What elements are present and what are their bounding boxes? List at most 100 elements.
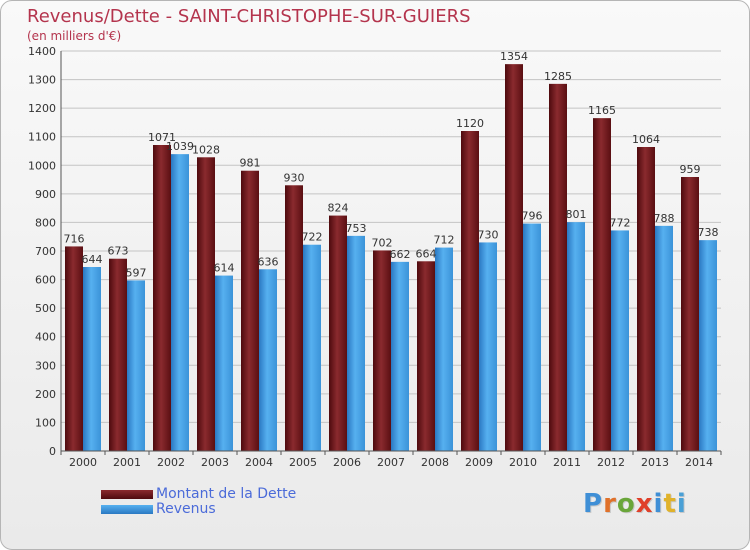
x-tick-label: 2000 — [69, 456, 97, 469]
x-tick-label: 2011 — [553, 456, 581, 469]
bar-dette — [681, 177, 699, 451]
logo-letter: x — [635, 489, 654, 519]
x-tick-label: 2012 — [597, 456, 625, 469]
bar-revenus — [391, 261, 409, 451]
data-label: 824 — [328, 202, 349, 215]
x-tick-label: 2010 — [509, 456, 537, 469]
chart-subtitle: (en milliers d'€) — [27, 29, 122, 43]
bar-dette — [417, 261, 435, 451]
data-label: 644 — [82, 253, 103, 266]
bar-dette — [241, 170, 259, 451]
data-label: 1071 — [148, 131, 176, 144]
proxiti-logo: Proxiti — [583, 489, 687, 519]
data-label: 664 — [416, 247, 437, 260]
bar-dette — [153, 145, 171, 451]
y-tick-label: 100 — [35, 416, 56, 429]
y-tick-label: 1300 — [28, 74, 56, 87]
x-tick-label: 2006 — [333, 456, 361, 469]
bar-revenus — [83, 267, 101, 451]
legend-swatch-revenus — [101, 505, 153, 514]
data-label: 597 — [126, 266, 147, 279]
data-label: 753 — [346, 222, 367, 235]
bar-revenus — [347, 235, 365, 451]
x-tick-label: 2002 — [157, 456, 185, 469]
legend-swatch-dette — [101, 490, 153, 499]
data-label: 1165 — [588, 104, 616, 117]
bar-dette — [549, 83, 567, 451]
axis-layer: 0 100 200 300 400 500 600 700 800 900 1000 1100 1200… — [28, 45, 722, 469]
y-tick-label: 300 — [35, 359, 56, 372]
bars-layer — [65, 64, 717, 452]
data-label: 716 — [64, 232, 85, 245]
legend-label-revenus: Revenus — [156, 501, 216, 517]
y-tick-label: 1000 — [28, 159, 56, 172]
y-tick-label: 700 — [35, 245, 56, 258]
data-label: 730 — [478, 228, 499, 241]
y-tick-label: 900 — [35, 188, 56, 201]
logo-letter: P — [583, 489, 604, 519]
x-tick-label: 2007 — [377, 456, 405, 469]
bar-revenus — [303, 244, 321, 451]
bar-dette — [329, 215, 347, 451]
x-tick-label: 2014 — [685, 456, 713, 469]
data-label: 1285 — [544, 70, 572, 83]
x-tick-label: 2009 — [465, 456, 493, 469]
bar-dette — [373, 250, 391, 451]
bar-revenus — [699, 240, 717, 451]
bar-revenus — [523, 223, 541, 451]
data-label: 712 — [434, 234, 455, 247]
y-tick-label: 0 — [49, 445, 56, 458]
data-label: 1354 — [500, 50, 528, 63]
data-label: 796 — [522, 210, 543, 223]
bar-dette — [285, 185, 303, 452]
data-label: 959 — [680, 163, 701, 176]
bar-revenus — [259, 269, 277, 451]
bar-revenus — [567, 222, 585, 451]
y-tick-label: 500 — [35, 302, 56, 315]
data-label: 801 — [566, 208, 587, 221]
logo-letter: o — [616, 489, 636, 519]
x-tick-label: 2001 — [113, 456, 141, 469]
bar-revenus — [171, 154, 189, 451]
bar-dette — [65, 246, 83, 451]
data-label: 930 — [284, 171, 305, 184]
chart-title: Revenus/Dette - SAINT-CHRISTOPHE-SUR-GUI… — [27, 6, 471, 27]
logo-letter: i — [653, 489, 664, 519]
x-tick-label: 2004 — [245, 456, 273, 469]
bar-dette — [109, 258, 127, 451]
logo-letter: t — [663, 489, 677, 519]
data-label: 1039 — [166, 140, 194, 153]
bar-revenus — [215, 275, 233, 451]
data-label: 772 — [610, 216, 631, 229]
data-label: 673 — [108, 245, 129, 258]
bar-revenus — [611, 230, 629, 451]
logo-letter: i — [676, 489, 687, 519]
data-label: 636 — [258, 255, 279, 268]
y-tick-label: 1400 — [28, 45, 56, 58]
bar-dette — [593, 118, 611, 452]
data-label: 1120 — [456, 117, 484, 130]
legend-label-dette: Montant de la Dette — [156, 486, 297, 502]
y-tick-label: 800 — [35, 216, 56, 229]
bar-dette — [505, 64, 523, 451]
data-label: 702 — [372, 236, 393, 249]
x-tick-label: 2005 — [289, 456, 317, 469]
logo-letter: r — [603, 489, 617, 519]
y-tick-label: 600 — [35, 274, 56, 287]
x-tick-label: 2008 — [421, 456, 449, 469]
data-label: 722 — [302, 231, 323, 244]
data-label: 788 — [654, 212, 675, 225]
data-label: 662 — [390, 248, 411, 261]
data-label: 614 — [214, 262, 235, 275]
bar-revenus — [127, 280, 145, 451]
y-tick-label: 200 — [35, 388, 56, 401]
data-label: 738 — [698, 226, 719, 239]
bar-dette — [461, 131, 479, 451]
y-tick-label: 400 — [35, 331, 56, 344]
bar-revenus — [435, 247, 453, 451]
y-tick-label: 1100 — [28, 131, 56, 144]
bar-dette — [637, 147, 655, 451]
